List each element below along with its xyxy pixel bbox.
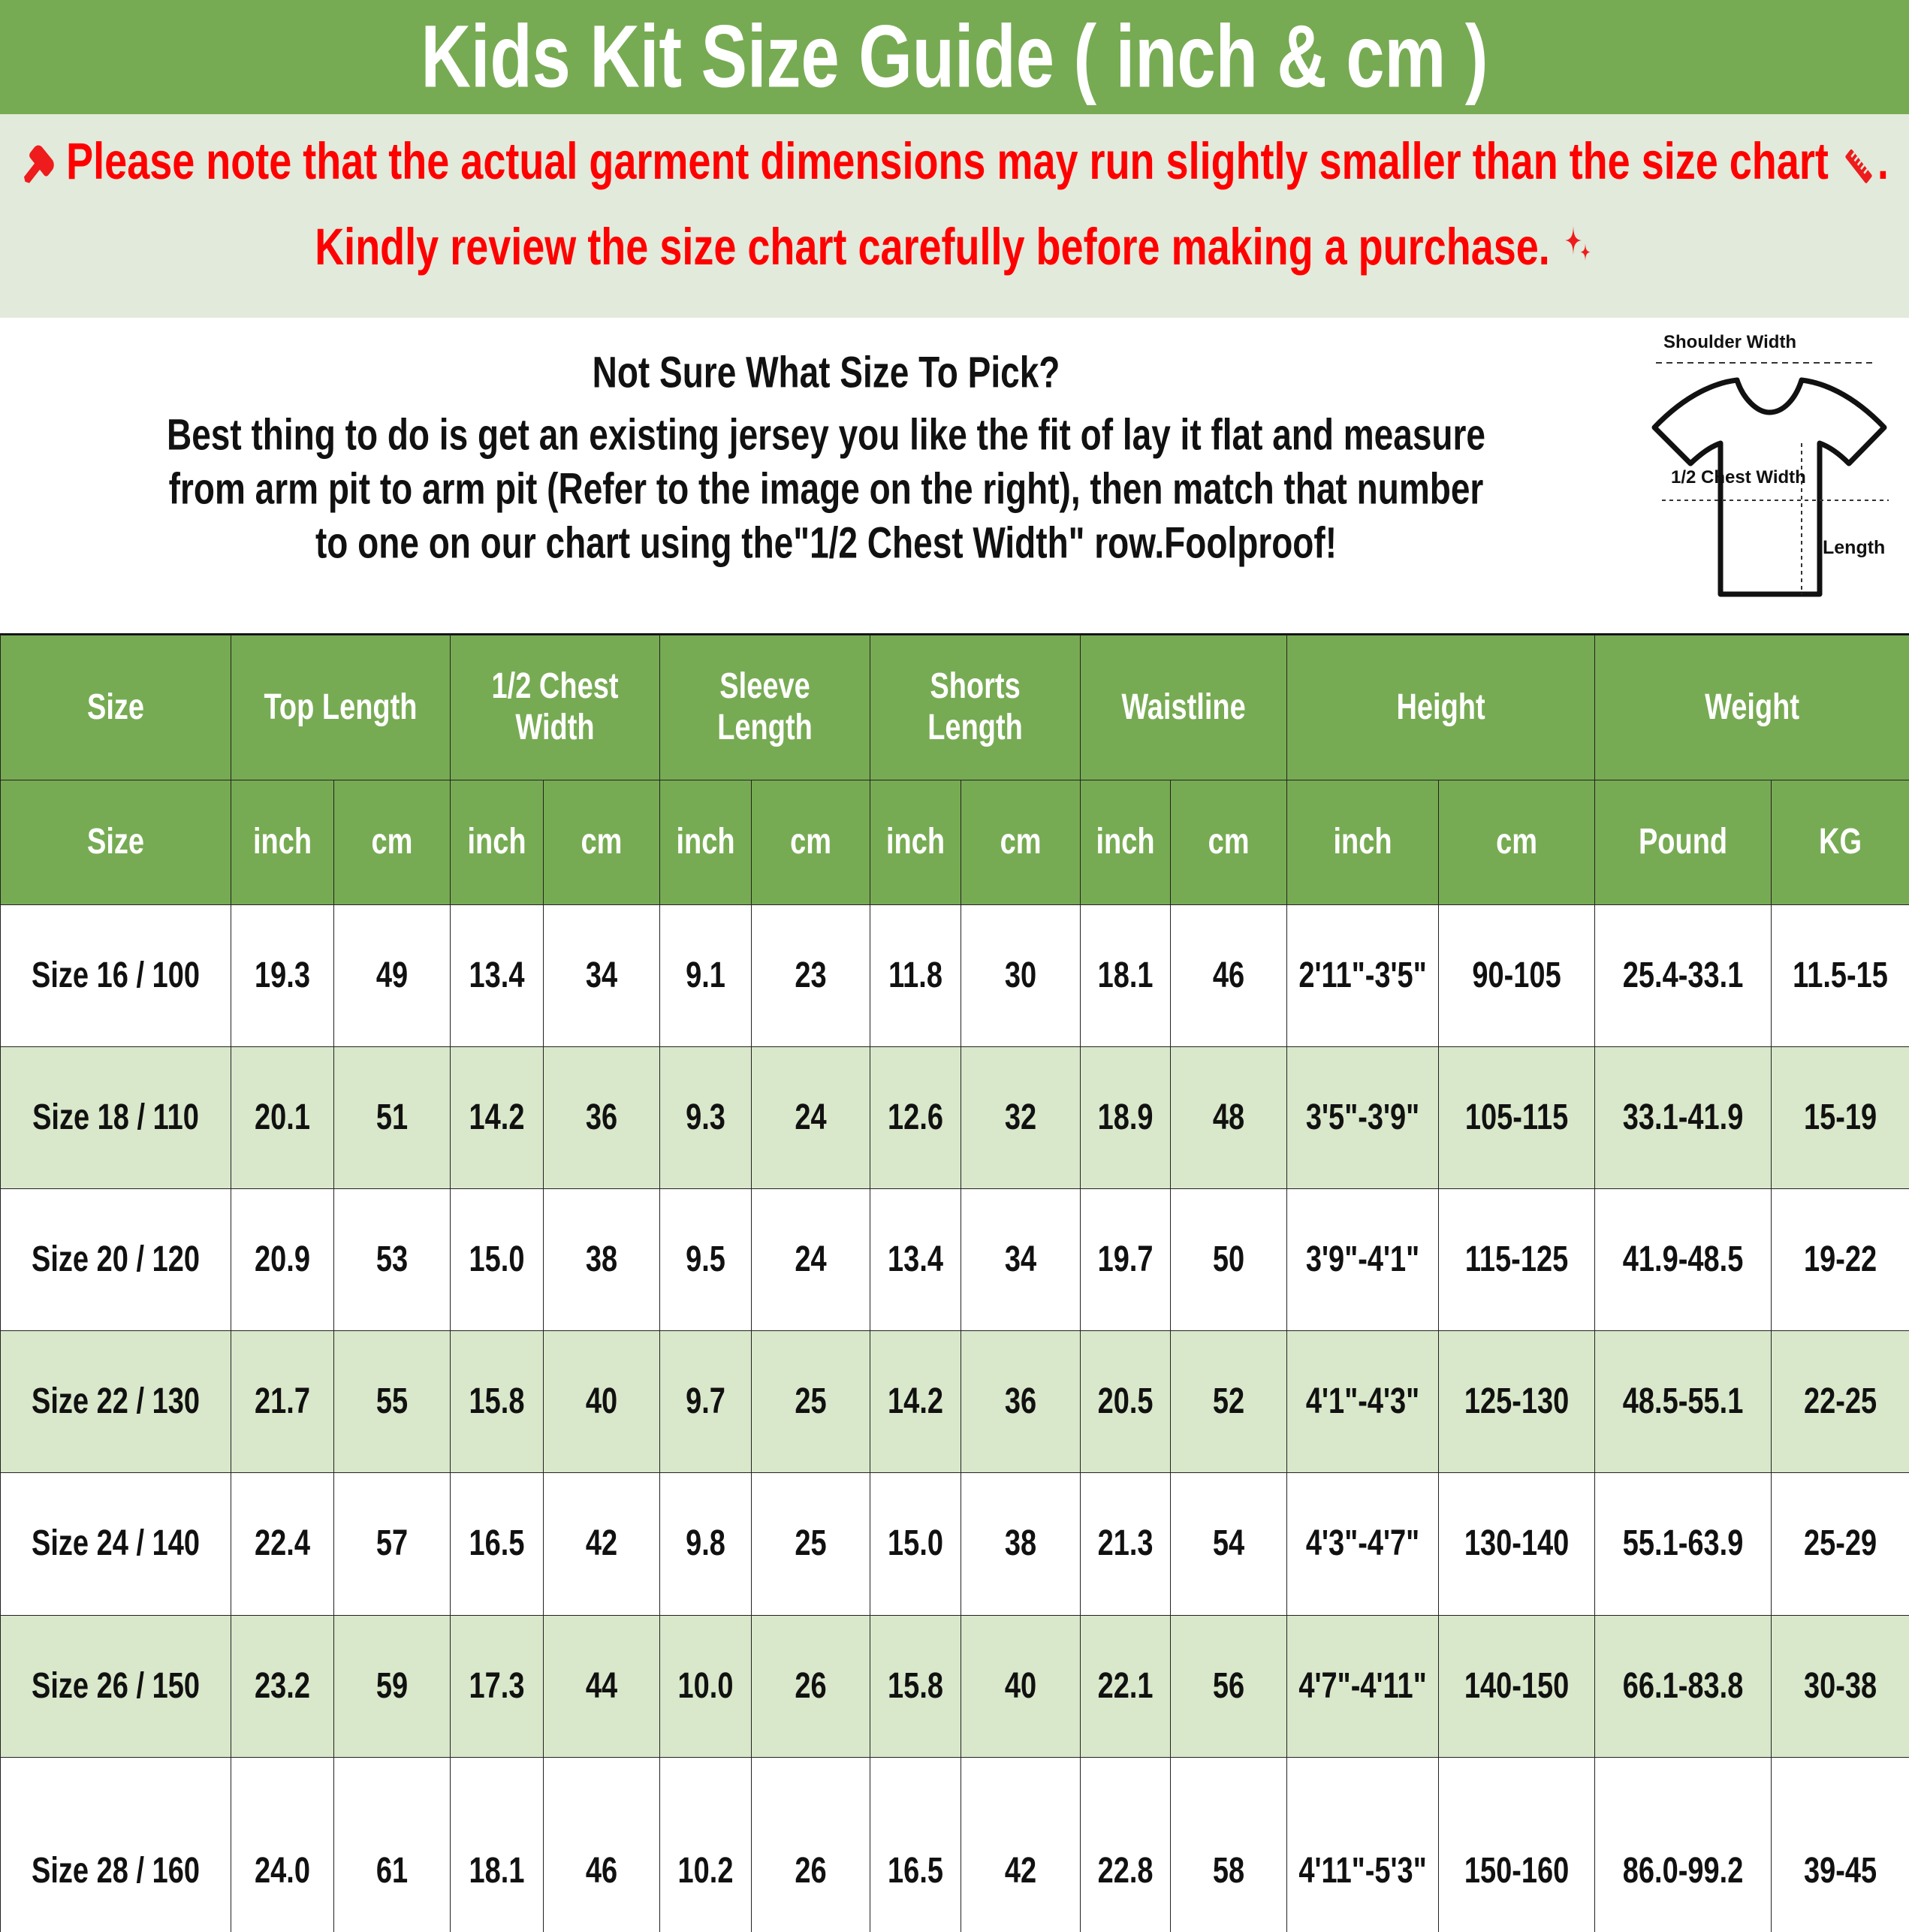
svg-text:Shoulder Width: Shoulder Width	[1663, 332, 1796, 352]
svg-text:Length: Length	[1823, 537, 1885, 558]
svg-text:1/2 Chest Width: 1/2 Chest Width	[1671, 467, 1806, 488]
